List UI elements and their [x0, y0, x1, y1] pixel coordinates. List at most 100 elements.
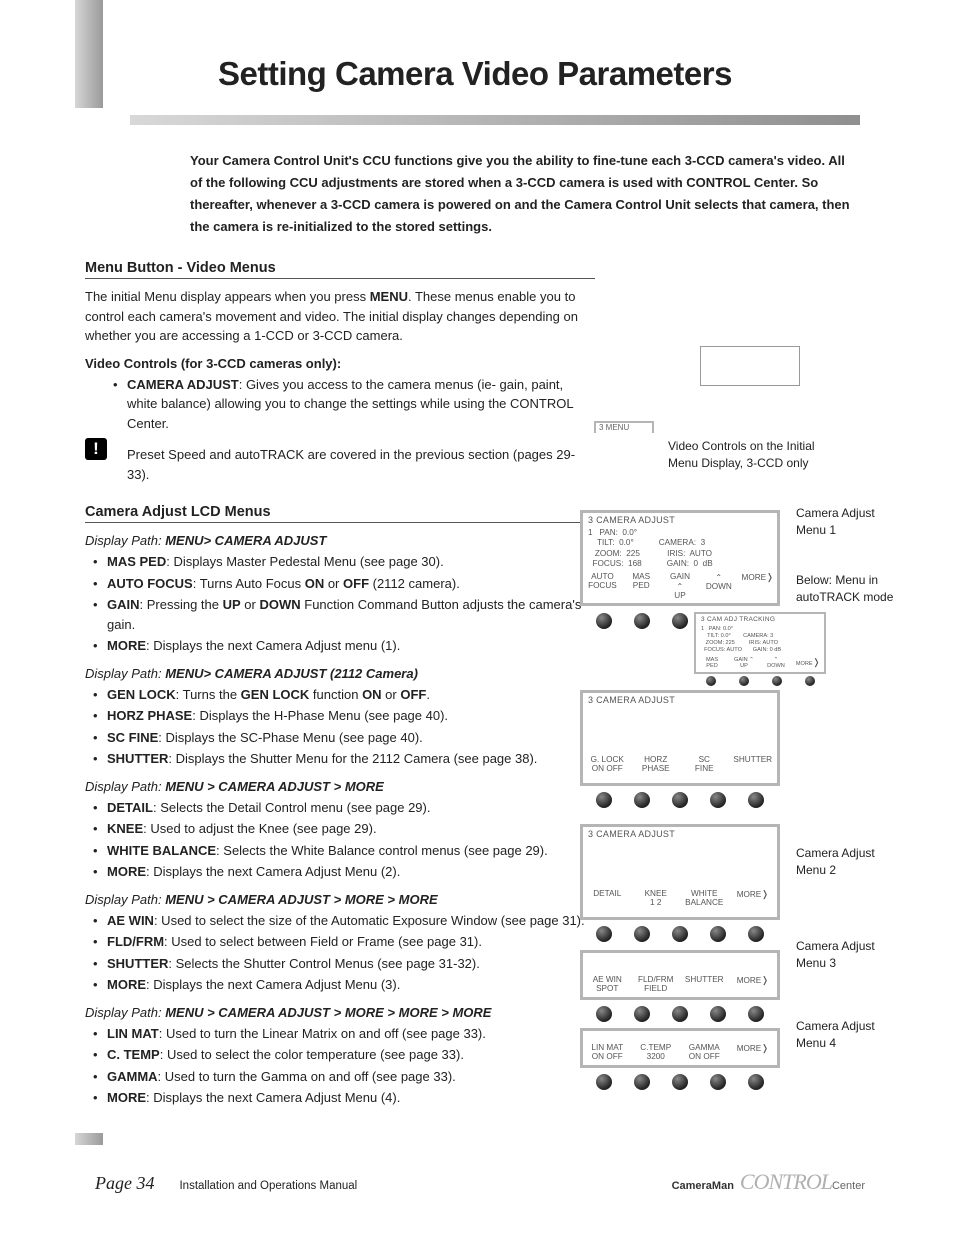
knob-icon: [596, 1006, 612, 1022]
list-item: SHUTTER: Displays the Shutter Menu for t…: [107, 749, 595, 769]
list-item: MORE: Displays the next Camera Adjust Me…: [107, 975, 595, 995]
lcd-btn: LIN MAT ON OFF: [583, 1043, 632, 1061]
note-text: Preset Speed and autoTRACK are covered i…: [127, 445, 595, 484]
knob-icon: [772, 676, 782, 686]
lcd-camera-adjust-1: 3 CAMERA ADJUST 1 PAN: 0.0° TILT: 0.0° C…: [580, 510, 780, 606]
lcd-camera-adjust-2112: 3 CAMERA ADJUST G. LOCK ON OFF HORZ PHAS…: [580, 690, 780, 786]
decor-hr: [130, 115, 860, 125]
lcd-btn: MORE: [738, 572, 777, 600]
list-item: FLD/FRM: Used to select between Field or…: [107, 932, 595, 952]
lcd-btn: MORE: [729, 975, 778, 993]
list-item: MORE: Displays the next Camera Adjust Me…: [107, 1088, 595, 1108]
menu-tab: 3 MENU: [594, 421, 654, 433]
caption-m2: Camera Adjust Menu 2: [796, 845, 886, 880]
knobs-row: [585, 1074, 775, 1090]
lcd-camera-adjust-3: AE WIN SPOT FLD/FRM FIELD SHUTTER MORE: [580, 950, 780, 1000]
lcd-btn: MAS PED: [696, 657, 728, 669]
lcd-btn: MORE: [792, 657, 824, 669]
knob-icon: [710, 792, 726, 808]
section-menu-button: Menu Button - Video Menus: [85, 260, 595, 279]
knobs-row: [585, 1006, 775, 1022]
list-item: C. TEMP: Used to select the color temper…: [107, 1045, 595, 1065]
lcd-btn: AUTO FOCUS: [583, 572, 622, 600]
knob-icon: [596, 613, 612, 629]
list-item: MAS PED: Displays Master Pedestal Menu (…: [107, 552, 595, 572]
list-item: SC FINE: Displays the SC-Phase Menu (see…: [107, 728, 595, 748]
lcd-btn: MORE: [729, 889, 778, 907]
video-controls-box: [700, 346, 800, 386]
list-p2: GEN LOCK: Turns the GEN LOCK function ON…: [85, 685, 595, 769]
knobs-row: [585, 792, 775, 808]
list-item: KNEE: Used to adjust the Knee (see page …: [107, 819, 595, 839]
lcd-btn: MAS PED: [622, 572, 661, 600]
list-item: GAIN: Pressing the UP or DOWN Function C…: [107, 595, 595, 634]
knob-icon: [596, 926, 612, 942]
list-item: DETAIL: Selects the Detail Control menu …: [107, 798, 595, 818]
list-p3: DETAIL: Selects the Detail Control menu …: [85, 798, 595, 882]
knob-icon: [596, 1074, 612, 1090]
page-title: Setting Camera Video Parameters: [218, 55, 732, 93]
caption-autotrack: Below: Menu in autoTRACK mode: [796, 572, 896, 607]
list-item: CAMERA ADJUST: Gives you access to the c…: [127, 375, 595, 434]
knob-icon: [634, 613, 650, 629]
lcd-btn: ⌃ DOWN: [760, 657, 792, 669]
lcd-btn: KNEE 1 2: [632, 889, 681, 907]
display-path-4: Display Path: MENU > CAMERA ADJUST > MOR…: [85, 892, 595, 907]
knob-icon: [748, 792, 764, 808]
knob-icon: [805, 676, 815, 686]
footer-title: Installation and Operations Manual: [179, 1180, 671, 1192]
list-item: AE WIN: Used to select the size of the A…: [107, 911, 595, 931]
footer: Page 34 Installation and Operations Manu…: [95, 1169, 865, 1195]
list-p1: MAS PED: Displays Master Pedestal Menu (…: [85, 552, 595, 656]
list-item: MORE: Displays the next Camera Adjust Me…: [107, 862, 595, 882]
knobs-row: [585, 926, 775, 942]
caption-m3: Camera Adjust Menu 3: [796, 938, 886, 973]
knob-icon: [672, 792, 688, 808]
display-path-5: Display Path: MENU > CAMERA ADJUST > MOR…: [85, 1005, 595, 1020]
list-item: SHUTTER: Selects the Shutter Control Men…: [107, 954, 595, 974]
lcd-camera-adjust-2: 3 CAMERA ADJUST DETAIL KNEE 1 2 WHITE BA…: [580, 824, 780, 920]
knob-icon: [634, 1006, 650, 1022]
list-item: LIN MAT: Used to turn the Linear Matrix …: [107, 1024, 595, 1044]
video-controls-list: CAMERA ADJUST: Gives you access to the c…: [85, 375, 595, 434]
knob-icon: [672, 1074, 688, 1090]
list-item: HORZ PHASE: Displays the H-Phase Menu (s…: [107, 706, 595, 726]
knob-icon: [634, 792, 650, 808]
lcd-btn: MORE: [729, 1043, 778, 1061]
caption-initial: Video Controls on the Initial Menu Displ…: [668, 438, 828, 473]
list-item: WHITE BALANCE: Selects the White Balance…: [107, 841, 595, 861]
knob-icon: [596, 792, 612, 808]
menu-para: The initial Menu display appears when yo…: [85, 287, 595, 346]
alert-icon: !: [85, 438, 107, 460]
lcd-btn: GAIN ⌃ UP: [728, 657, 760, 669]
lcd-btn: SHUTTER: [729, 755, 778, 773]
list-p5: LIN MAT: Used to turn the Linear Matrix …: [85, 1024, 595, 1108]
lcd-btn: HORZ PHASE: [632, 755, 681, 773]
decor-stripe-bottom: [75, 1133, 103, 1145]
lcd-btn: ⌃ DOWN: [699, 572, 738, 600]
lcd-btn: G. LOCK ON OFF: [583, 755, 632, 773]
lcd-btn: GAIN ⌃ UP: [661, 572, 700, 600]
knob-icon: [634, 926, 650, 942]
knob-icon: [672, 1006, 688, 1022]
caption-m4: Camera Adjust Menu 4: [796, 1018, 886, 1053]
footer-logo: CameraManCONTROLCenter: [672, 1169, 865, 1195]
knob-icon: [672, 926, 688, 942]
caption-m1: Camera Adjust Menu 1: [796, 505, 886, 540]
decor-stripe-top: [75, 0, 103, 108]
lcd-btn: GAMMA ON OFF: [680, 1043, 729, 1061]
video-controls-sub: Video Controls (for 3-CCD cameras only):: [85, 356, 595, 371]
main-content: Menu Button - Video Menus The initial Me…: [85, 260, 595, 1110]
list-item: GAMMA: Used to turn the Gamma on and off…: [107, 1067, 595, 1087]
list-item: AUTO FOCUS: Turns Auto Focus ON or OFF (…: [107, 574, 595, 594]
display-path-1: Display Path: MENU> CAMERA ADJUST: [85, 533, 595, 548]
knob-icon: [739, 676, 749, 686]
lcd-btn: C.TEMP 3200: [632, 1043, 681, 1061]
knob-icon: [706, 676, 716, 686]
lcd-btn: SHUTTER: [680, 975, 729, 993]
knob-icon: [634, 1074, 650, 1090]
knob-icon: [748, 1006, 764, 1022]
display-path-2: Display Path: MENU> CAMERA ADJUST (2112 …: [85, 666, 595, 681]
knob-icon: [672, 613, 688, 629]
knob-icon: [710, 1006, 726, 1022]
